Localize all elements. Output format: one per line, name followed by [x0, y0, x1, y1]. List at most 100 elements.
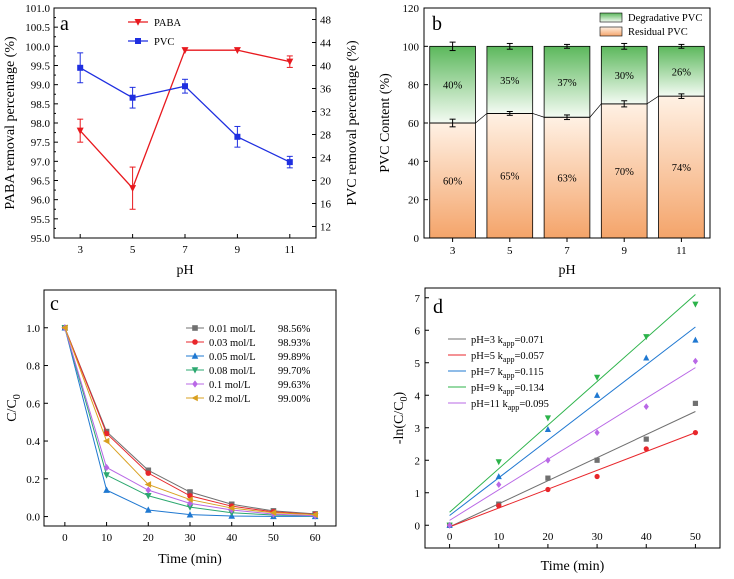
data-point — [593, 374, 601, 381]
data-point-PVC — [182, 83, 188, 90]
legend-marker — [192, 325, 198, 331]
data-point — [103, 430, 110, 437]
bar-residual-pvc — [486, 113, 534, 239]
data-point — [692, 430, 699, 436]
legend-k-subscript: app — [503, 387, 515, 396]
bar-residual-pvc — [543, 116, 591, 239]
data-point — [545, 486, 551, 493]
fit-line — [449, 367, 696, 521]
fit-line — [449, 326, 696, 516]
x-tick-label: 30 — [185, 532, 197, 544]
y-axis-title-main: -ln(C/C — [392, 401, 407, 444]
data-point — [692, 336, 699, 343]
x-tick-label: 40 — [641, 531, 653, 543]
legend-removal: 99.70% — [278, 366, 311, 377]
y-tick-label: 101.0 — [25, 3, 50, 15]
legend-label: 0.05 mol/L — [209, 352, 256, 363]
y2-tick-label: 12 — [320, 222, 331, 234]
bar-label-degradative: 30% — [615, 71, 635, 82]
bar-degradative-pvc — [429, 45, 476, 124]
bar-label-degradative: 40% — [443, 81, 463, 92]
legend-ph: pH=11 — [471, 399, 503, 410]
data-point — [186, 496, 193, 503]
x-tick-label: 30 — [592, 531, 604, 543]
y-tick-label: 98.0 — [31, 118, 51, 130]
data-point — [544, 415, 552, 422]
x-axis-title: Time (min) — [158, 552, 222, 567]
data-point — [692, 301, 699, 308]
y2-tick-label: 20 — [320, 176, 332, 188]
data-point — [311, 511, 318, 518]
data-point-PABA — [129, 185, 137, 192]
y-tick-label: 0.6 — [26, 398, 40, 410]
data-point-PABA — [286, 58, 294, 66]
data-point-PABA — [76, 127, 84, 135]
legend-marker — [134, 19, 142, 26]
data-point — [144, 506, 152, 513]
data-point — [643, 403, 649, 411]
x-axis-title: pH — [176, 263, 193, 278]
bar-label-residual: 70% — [615, 167, 635, 178]
data-point — [61, 324, 68, 332]
legend-removal: 99.89% — [278, 352, 311, 363]
legend-label: pH=3 kapp=0.071 — [471, 335, 544, 348]
panel-label: b — [432, 13, 442, 35]
y-axis-title: PVC Content (%) — [378, 73, 393, 173]
y-tick-label: 96.5 — [31, 176, 51, 188]
x-tick-label: 7 — [564, 245, 570, 257]
y-axis-title: C/C0 — [5, 394, 23, 422]
bar-residual-pvc — [429, 122, 476, 239]
data-point — [643, 354, 650, 361]
x-tick-label: 20 — [542, 531, 554, 543]
data-point — [102, 437, 110, 445]
x-tick-label: 10 — [493, 531, 505, 543]
data-point — [692, 357, 699, 365]
data-point — [186, 504, 194, 511]
data-point — [145, 470, 152, 476]
legend-marker — [192, 339, 198, 345]
legend-marker — [191, 394, 198, 402]
y2-tick-label: 40 — [320, 61, 332, 73]
x-tick-label: 11 — [676, 245, 687, 257]
bar-degradative-pvc — [600, 45, 648, 105]
data-point — [269, 509, 277, 517]
y-tick-label: 60 — [408, 118, 420, 130]
y-tick-label: 5 — [415, 358, 421, 370]
residual-connector-line — [429, 95, 705, 124]
plot-frame — [424, 287, 721, 549]
y-tick-label: 20 — [408, 195, 420, 207]
data-point-PVC — [286, 159, 293, 166]
data-point — [495, 473, 502, 480]
plot-frame — [53, 7, 317, 239]
legend-k: k — [498, 335, 504, 346]
legend-label: 0.08 mol/L — [209, 366, 256, 377]
x-tick-label: 11 — [285, 244, 296, 256]
legend-swatch-degradative — [599, 12, 623, 23]
y-tick-label: 0.0 — [26, 512, 40, 524]
legend-label: 0.1 mol/L — [209, 380, 250, 391]
legend-label: PABA — [154, 18, 181, 29]
y-tick-label: 0.2 — [26, 474, 40, 486]
y-axis-title-end: ) — [392, 391, 407, 396]
x-tick-label: 40 — [226, 532, 238, 544]
legend-k-value: =0.115 — [514, 367, 543, 378]
y2-tick-label: 44 — [320, 38, 332, 50]
legend-k-subscript: app — [503, 339, 515, 348]
bar-degradative-pvc — [658, 45, 705, 97]
legend-label: PVC — [154, 37, 174, 48]
y-tick-label: 4 — [415, 390, 421, 402]
y-tick-label: 7 — [415, 293, 421, 305]
data-point — [545, 475, 551, 481]
legend-k-value: =0.071 — [514, 335, 544, 346]
legend-k-subscript: app — [508, 403, 520, 412]
x-axis-title: Time (min) — [541, 559, 605, 574]
legend-marker — [191, 367, 199, 374]
legend-ph: pH=7 — [471, 367, 498, 378]
y-axis-title: PABA removal percentage (%) — [3, 36, 18, 210]
bar-degradative-pvc — [543, 45, 591, 118]
y-tick-label: 0.4 — [26, 436, 40, 448]
data-point — [643, 446, 649, 452]
x-tick-label: 10 — [101, 532, 113, 544]
legend-ph: pH=5 — [471, 351, 498, 362]
bar-label-residual: 60% — [443, 177, 463, 188]
